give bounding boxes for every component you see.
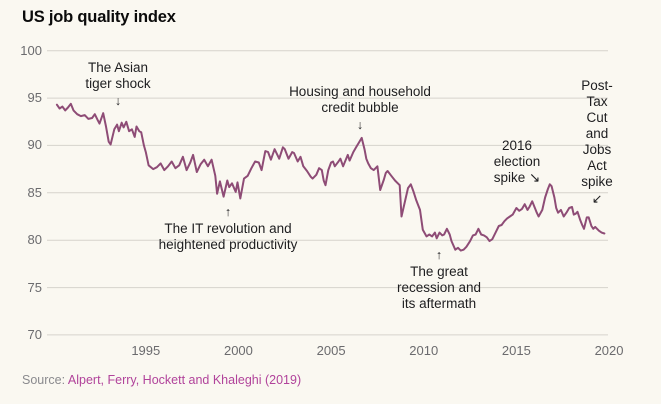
y-tick-label-80: 80 bbox=[27, 232, 42, 248]
y-tick-label-90: 90 bbox=[27, 137, 42, 153]
annotation-line: recession and bbox=[396, 280, 482, 295]
annotation-great-recession: ↑ The great recession and its aftermath bbox=[397, 248, 481, 312]
y-tick-label-75: 75 bbox=[27, 279, 42, 295]
annotation-line: Cut bbox=[586, 110, 608, 125]
x-tick-label-2005: 2005 bbox=[316, 343, 346, 358]
annotation-line: heightened productivity bbox=[158, 237, 298, 252]
annotation-line: its aftermath bbox=[401, 296, 477, 311]
x-tick-label-1995: 1995 bbox=[131, 343, 161, 358]
annotation-arrow-icon: ↑ bbox=[224, 205, 232, 219]
source-label: Source: bbox=[22, 373, 66, 387]
y-tick-label-95: 95 bbox=[27, 90, 42, 106]
annotation-line: The great bbox=[410, 264, 468, 279]
y-tick-label-85: 85 bbox=[27, 184, 42, 200]
annotation-line: tiger shock bbox=[85, 76, 151, 91]
y-tick-label-70: 70 bbox=[27, 326, 42, 342]
x-tick-label-2015: 2015 bbox=[501, 343, 531, 358]
annotation-asian-tiger-shock: The Asian tiger shock ↓ bbox=[85, 60, 150, 108]
data-line bbox=[55, 102, 606, 252]
annotation-line: Jobs bbox=[582, 142, 612, 157]
annotation-line: spike ↘ bbox=[493, 170, 541, 185]
annotation-housing-credit-bubble: Housing and household credit bubble ↓ bbox=[289, 84, 431, 132]
annotation-line: Tax bbox=[586, 94, 608, 109]
annotation-line: Post- bbox=[581, 78, 613, 93]
annotation-it-revolution: ↑ The IT revolution and heightened product… bbox=[159, 205, 298, 253]
annotation-arrow-icon: ↓ bbox=[356, 118, 364, 132]
annotation-line: spike bbox=[581, 174, 613, 189]
annotation-arrow-icon: ↓ bbox=[114, 94, 122, 108]
annotation-line: Act bbox=[587, 158, 607, 173]
annotation-line: Housing and household bbox=[289, 84, 431, 99]
page-title: US job quality index bbox=[22, 8, 176, 26]
annotation-line: 2016 bbox=[501, 138, 533, 153]
source-line: Source: Alpert, Ferry, Hockett and Khale… bbox=[22, 372, 301, 388]
annotation-arrow-icon: ↑ bbox=[435, 248, 443, 262]
source-link[interactable]: Alpert, Ferry, Hockett and Khaleghi (201… bbox=[67, 373, 302, 387]
y-tick-label-100: 100 bbox=[20, 42, 42, 58]
annotation-election-spike-2016: 2016 election spike ↘ bbox=[494, 138, 541, 186]
annotation-line: The Asian bbox=[87, 60, 149, 75]
annotation-post-tax-cut-jobs-act-spike: Post- Tax Cut and Jobs Act spike ↙ bbox=[581, 78, 613, 206]
annotation-line: The IT revolution and bbox=[164, 221, 292, 236]
annotation-line: and bbox=[585, 126, 609, 141]
x-tick-label-2020: 2020 bbox=[594, 343, 624, 358]
gridlines bbox=[47, 50, 608, 336]
x-tick-label-2000: 2000 bbox=[223, 343, 253, 358]
annotation-arrow-icon: ↙ bbox=[591, 192, 603, 206]
annotation-line: election bbox=[493, 154, 541, 169]
x-tick-label-2010: 2010 bbox=[409, 343, 439, 358]
annotation-line: credit bubble bbox=[321, 100, 399, 115]
